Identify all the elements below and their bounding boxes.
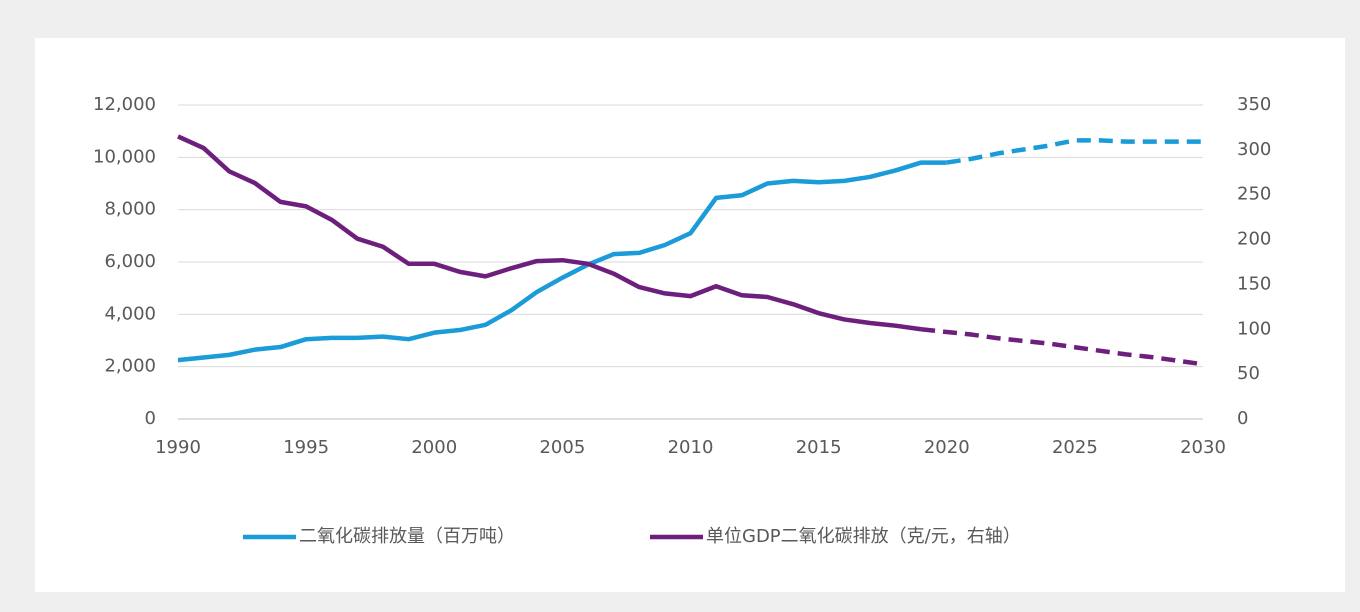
y2-tick-label: 0 [1237,408,1248,429]
y2-tick-label: 250 [1237,184,1271,205]
y-tick-label: 8,000 [104,199,156,220]
y-tick-label: 6,000 [104,251,156,272]
y2-tick-label: 50 [1237,363,1260,384]
x-tick-label: 2030 [1180,437,1226,458]
chart-panel [35,38,1345,592]
x-tick-label: 2020 [924,437,970,458]
x-tick-label: 2015 [796,437,842,458]
legend-label: 单位GDP二氧化碳排放（克/元，右轴） [706,526,1021,547]
y2-tick-label: 150 [1237,273,1271,294]
x-tick-label: 2025 [1052,437,1098,458]
projection-line [946,138,1203,165]
legend-label: 二氧化碳排放量（百万吨） [299,526,515,547]
x-tick-label: 2000 [411,437,457,458]
series-line [177,134,922,332]
y-tick-label: 2,000 [104,356,156,377]
x-tick-label: 1995 [283,437,329,458]
y-tick-label: 0 [145,408,156,429]
y-tick-label: 10,000 [93,146,156,167]
y2-tick-label: 300 [1237,139,1271,160]
x-tick-label: 2005 [539,437,585,458]
y2-tick-label: 200 [1237,229,1271,250]
y-tick-label: 12,000 [93,94,156,115]
y2-tick-label: 100 [1237,318,1271,339]
y-tick-label: 4,000 [104,303,156,324]
x-tick-label: 2010 [668,437,714,458]
y2-tick-label: 350 [1237,94,1271,115]
x-tick-label: 1990 [155,437,201,458]
projection-line [920,327,1204,367]
series-line [177,160,947,363]
